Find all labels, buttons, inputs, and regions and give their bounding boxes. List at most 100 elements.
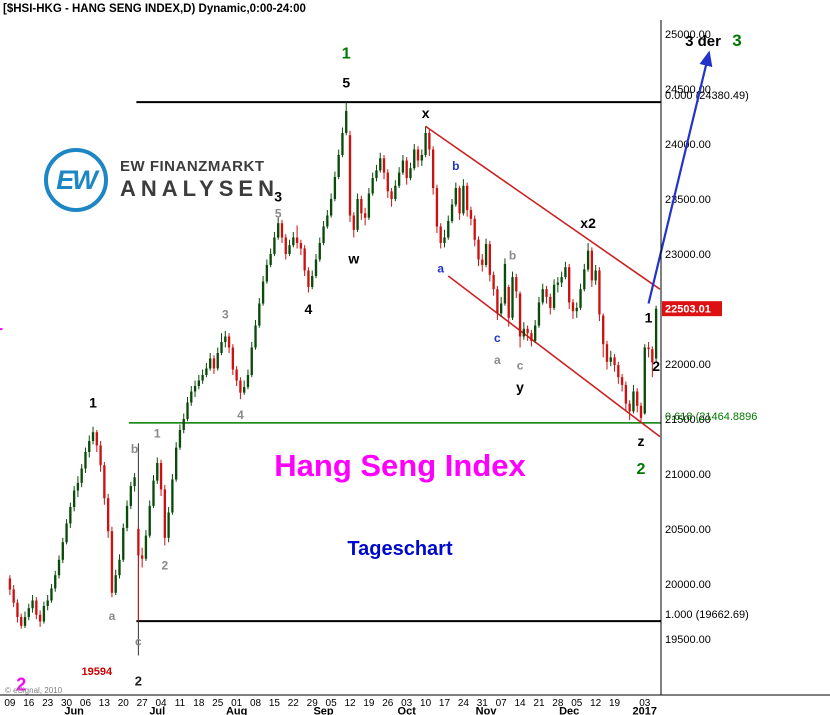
candle-body: [613, 357, 616, 366]
candle-body: [303, 248, 306, 271]
candle-body: [329, 199, 333, 216]
candle-body: [579, 289, 582, 308]
candle-body: [216, 353, 219, 369]
candle-body: [12, 589, 15, 603]
candle-body: [545, 289, 548, 297]
month-label: Jun: [64, 706, 84, 715]
candle-body: [443, 237, 446, 243]
candle-body: [598, 270, 601, 315]
candle-body: [288, 245, 291, 254]
x-tick-label: 03: [401, 698, 413, 709]
candle-body: [163, 489, 167, 538]
x-tick-label: 27: [137, 698, 149, 709]
x-tick-label: 28: [552, 698, 564, 709]
candle-body: [23, 617, 27, 626]
candle-body: [178, 430, 182, 448]
logo-text-line2: ANALYSEN: [120, 176, 279, 201]
candle-body: [560, 277, 563, 283]
candle-body: [99, 445, 102, 466]
wave-label: b: [509, 248, 516, 262]
x-tick-label: 14: [515, 698, 527, 709]
candle-body: [352, 215, 355, 230]
wave-label: a: [494, 353, 501, 367]
candle-body: [190, 391, 193, 403]
candle-body: [518, 293, 522, 337]
x-tick-label: 22: [288, 698, 300, 709]
candle-body: [405, 160, 408, 179]
candle-body: [428, 133, 431, 150]
candle-body: [322, 226, 325, 243]
candle-body: [564, 267, 567, 278]
wave-label: 5: [342, 74, 350, 90]
logo-ew-icon: EW: [44, 148, 108, 212]
candle-body: [552, 284, 556, 308]
candle-body: [571, 302, 575, 312]
candle-body: [379, 158, 382, 171]
x-tick-label: 05: [326, 698, 338, 709]
candle-body: [57, 559, 61, 576]
candle-body: [382, 158, 386, 173]
candle-body: [617, 365, 620, 378]
wave-label: 2: [652, 358, 660, 374]
candle-body: [465, 185, 469, 210]
wave-label: 1: [89, 394, 97, 410]
month-label: Sep: [313, 706, 333, 715]
candle-body: [401, 160, 405, 173]
watermark-subtitle: Tageschart: [347, 538, 453, 560]
candle-body: [220, 342, 223, 353]
candle-body: [118, 559, 121, 576]
x-tick-label: 31: [477, 698, 489, 709]
x-tick-label: 07: [496, 698, 508, 709]
x-tick-label: 12: [590, 698, 602, 709]
candle-body: [35, 600, 38, 615]
last-price-badge: [662, 301, 722, 317]
candle-body: [76, 482, 80, 491]
x-tick-label: 23: [42, 698, 54, 709]
copyright-note: © eSignal, 2010: [5, 686, 63, 695]
candle-body: [42, 606, 46, 622]
candle-body: [420, 155, 423, 161]
candle-body: [337, 155, 340, 177]
candle-body: [205, 368, 208, 375]
trend-line: [447, 275, 661, 438]
projection-arrow: [647, 50, 713, 304]
month-label: Nov: [476, 706, 498, 715]
wave-label: c: [517, 358, 524, 372]
x-tick-label: 06: [80, 698, 92, 709]
candle-body: [515, 277, 518, 292]
wave-label: x: [422, 105, 430, 121]
last-price-text: 22503.01: [665, 304, 711, 316]
annotation-label: 1: [0, 314, 3, 334]
candle-body: [537, 302, 541, 326]
candle-body: [174, 447, 178, 480]
candle-body: [534, 325, 537, 341]
candle-body: [227, 336, 231, 348]
candle-body: [431, 149, 435, 188]
candle-body: [496, 289, 499, 314]
wave-label: y: [516, 379, 524, 395]
watermark-title: Hang Seng Index: [274, 448, 526, 483]
candle-body: [624, 384, 628, 404]
brand-logo: EW EW FINANZMARKT ANALYSEN: [44, 148, 279, 212]
wave-label: 4: [237, 408, 244, 422]
candle-body: [69, 507, 72, 524]
x-tick-label: 17: [439, 698, 451, 709]
candle-body: [148, 505, 151, 536]
x-tick-label: 20: [118, 698, 130, 709]
candle-body: [54, 575, 57, 589]
candle-body: [27, 608, 30, 617]
candle-body: [152, 480, 155, 506]
candle-body: [16, 602, 19, 617]
candle-body: [360, 199, 363, 214]
candle-body: [477, 239, 480, 260]
candle-body: [182, 419, 185, 430]
candle-body: [639, 405, 643, 418]
wave-label: 5: [275, 207, 282, 221]
candle-body: [103, 465, 106, 499]
candle-body: [31, 600, 34, 609]
month-label: Oct: [398, 706, 417, 715]
candle-body: [8, 578, 12, 590]
x-tick-label: 19: [363, 698, 375, 709]
